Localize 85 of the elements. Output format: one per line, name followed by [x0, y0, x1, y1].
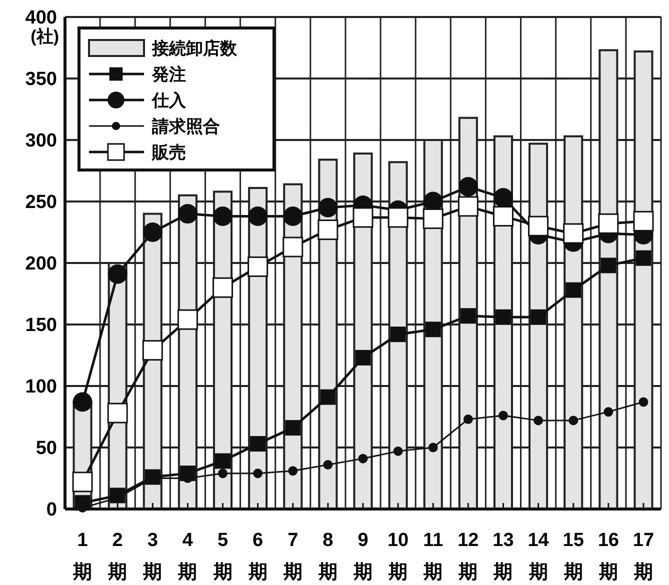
- point: [600, 258, 616, 274]
- x-tick-label: 16期: [596, 529, 620, 585]
- x-tick-label: 3期: [142, 529, 164, 585]
- point: [213, 206, 233, 226]
- point: [428, 442, 438, 452]
- point: [250, 436, 266, 452]
- point: [568, 416, 578, 426]
- y-tick-label: 350: [25, 69, 57, 90]
- legend-label: 仕入: [151, 90, 187, 110]
- point: [352, 207, 374, 228]
- point: [318, 220, 338, 240]
- point: [253, 468, 263, 478]
- legend-label: 請求照合: [151, 116, 220, 136]
- x-tick-label: 15期: [562, 529, 585, 585]
- point: [72, 472, 93, 492]
- point: [422, 208, 444, 229]
- y-axis-title: (社): [30, 27, 59, 46]
- y-tick-label: 400: [25, 8, 57, 29]
- x-tick-label: 1期: [72, 529, 94, 585]
- point: [636, 250, 652, 266]
- x-tick-label: 2期: [107, 529, 128, 585]
- point: [492, 206, 514, 227]
- point: [528, 216, 549, 236]
- point: [604, 407, 614, 417]
- legend-label: 接続卸店数: [151, 38, 238, 58]
- point: [425, 322, 441, 338]
- point: [458, 176, 478, 196]
- point: [530, 309, 546, 325]
- y-tick-label: 0: [46, 500, 57, 521]
- point: [283, 206, 303, 226]
- point: [248, 256, 268, 277]
- y-tick-label: 150: [25, 315, 57, 336]
- x-tick-label: 10期: [386, 529, 410, 585]
- point: [463, 414, 473, 424]
- y-tick-label: 200: [25, 254, 57, 275]
- x-tick-label: 6期: [247, 529, 268, 585]
- y-tick-label: 100: [25, 376, 57, 398]
- point: [108, 264, 128, 284]
- point: [285, 420, 301, 436]
- y-tick-label: 50: [36, 438, 57, 460]
- point: [563, 223, 584, 244]
- point: [633, 210, 654, 232]
- point: [323, 460, 333, 470]
- x-tick-label: 12期: [456, 529, 480, 585]
- point: [107, 402, 128, 424]
- point: [178, 204, 198, 224]
- point: [215, 453, 231, 469]
- point: [393, 446, 403, 456]
- x-tick-label: 9期: [352, 529, 374, 585]
- point: [534, 416, 544, 426]
- x-tick-label: 4期: [177, 529, 198, 585]
- legend-label: 販売: [151, 142, 186, 162]
- point: [72, 392, 92, 412]
- x-tick-label: 17期: [632, 529, 656, 585]
- legend-label: 発注: [151, 64, 186, 84]
- point: [390, 326, 406, 342]
- point: [388, 207, 408, 228]
- point: [460, 308, 476, 324]
- point: [288, 466, 298, 476]
- point: [248, 206, 268, 226]
- y-tick-label: 300: [25, 130, 57, 152]
- x-tick-label: 7期: [282, 529, 304, 585]
- y-tick-label: 250: [25, 192, 57, 214]
- point: [566, 282, 582, 298]
- point: [498, 410, 508, 420]
- point: [320, 389, 336, 405]
- point: [212, 277, 234, 298]
- point: [458, 196, 478, 217]
- point: [218, 468, 228, 478]
- x-tick-label: 8期: [317, 529, 338, 585]
- point: [598, 213, 619, 234]
- point: [142, 340, 163, 361]
- point: [177, 309, 198, 330]
- point: [638, 397, 648, 407]
- point: [318, 198, 338, 218]
- point: [495, 309, 511, 325]
- point: [282, 236, 304, 258]
- x-tick-label: 14期: [526, 529, 550, 585]
- point: [142, 222, 162, 242]
- x-tick-label: 5期: [212, 529, 234, 585]
- x-tick-label: 11期: [422, 529, 444, 585]
- point: [358, 454, 368, 464]
- point: [493, 188, 513, 208]
- point: [355, 350, 371, 366]
- x-tick-label: 13期: [492, 529, 515, 585]
